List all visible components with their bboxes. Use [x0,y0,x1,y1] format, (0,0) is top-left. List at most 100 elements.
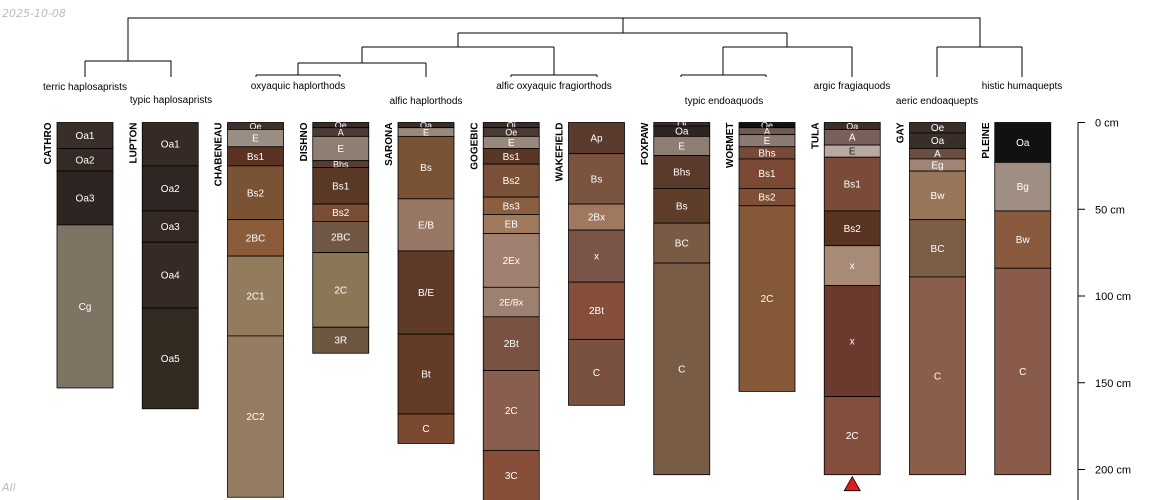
horizon-3c [482,450,540,500]
horizon-label: Bs2 [247,188,265,199]
depth-marker-triangle [843,475,861,492]
profiles: Oa1 Oa2 Oa3 Cg CATHRO Oa1 Oa2 Oa3 Oa4 Oa5 LUPTON Oe… [43,120,1052,500]
horizon-label: 2Bx [588,213,605,224]
profile-tula: Oa AE Bs1 Bs2 x x 2C TULA [810,121,881,492]
profile-name: GAY [896,122,907,143]
date-stamp: 2025-10-08 [2,7,66,20]
horizon-label: 2C [846,431,859,442]
horizon-label: Oa3 [76,193,95,204]
horizon-label: C [593,368,600,379]
corner-label: All [2,481,16,494]
profile-lupton: Oa1 Oa2 Oa3 Oa4 Oa5 LUPTON [128,122,199,410]
profile-name: FOXPAW [640,122,651,165]
horizon-label: Oe [505,128,517,138]
horizon-2bx [568,203,625,231]
horizon-label: A [849,133,856,144]
depth-axis: 0 cm 50 cm 100 cm 150 cm 200 cm [1077,118,1131,500]
horizon-label: Bs [420,163,432,174]
taxon-label: argic fragiaquods [814,81,891,92]
horizon-oa3 [141,210,199,243]
horizon-label: E [252,134,259,145]
horizon-oa4 [141,241,199,309]
horizon-label: Bs2 [844,224,862,235]
horizon-bc [909,219,966,278]
horizon-label: 2BC [331,233,350,244]
profile-name: WAKEFIELD [555,123,566,182]
horizon-label: Bt [421,370,431,381]
horizon-label: Oe [249,121,261,131]
dendro-branch [457,32,788,47]
horizon-2c [312,252,370,328]
horizon-label: BC [675,239,689,250]
profile-sarona: OaE Bs E/B B/E Bt C SARONA [384,121,455,444]
depth-tick-label: 0 cm [1095,118,1119,130]
dendro-branch [680,74,767,77]
dendro-branch [84,60,172,77]
dendro-branch [510,74,598,77]
profile-cathro: Oa1 Oa2 Oa3 Cg CATHRO [43,122,114,389]
horizon-label: Bs2 [332,208,350,219]
horizon-label: A [764,127,770,137]
taxon-label: alfic haplorthods [390,96,463,107]
depth-tick-label: 100 cm [1095,291,1131,303]
horizon-label: Eg [931,161,943,172]
horizon-e [312,135,370,162]
horizon-label: Oa2 [161,184,180,195]
horizon-label: 2C [505,406,518,417]
horizon-bc [653,222,711,264]
horizon-bw [909,170,966,221]
horizon-label: 3C [505,471,518,482]
horizon-label: x [594,252,599,263]
horizon-x [823,285,881,398]
horizon-label: Bg [1017,182,1029,193]
horizon-oa1 [141,122,199,167]
horizon-oa2 [141,165,199,212]
horizon-bs [397,135,455,200]
horizon-label: EB [505,219,519,230]
profile-name: TULA [810,123,821,150]
taxa-labels: terric haplosaprists typic haplosaprists… [43,81,1062,107]
dendro-branch [127,17,624,61]
horizon-label: E [508,138,515,149]
horizon-label: Ap [590,134,603,145]
horizon-label: 2Bt [504,339,519,350]
taxon-label: oxyaquic haplorthods [251,81,346,92]
profile-pleine: Oa Bg Bw C PLEINE [981,122,1052,476]
taxon-label: terric haplosaprists [43,82,127,93]
horizon-label: Cg [79,302,92,313]
horizon-label: B/E [418,288,434,299]
dendro-branch [297,62,427,77]
horizon-label: E [423,128,429,138]
horizon-label: Bs2 [503,176,521,187]
horizon-bs1 [312,167,370,205]
horizon-label: 2C1 [246,292,265,303]
horizon-label: Oa [1016,138,1030,149]
horizon-x [823,245,881,286]
dendro-branch [722,46,853,77]
horizon-label: Bs [591,174,603,185]
horizon-b-e [397,250,455,335]
horizon-label: x [850,337,855,348]
horizon-label: Bs1 [844,180,862,191]
taxon-label: alfic oxyaquic fragiorthods [496,81,612,92]
horizon-label: 2Ex [503,256,520,267]
horizon-label: Oi [677,120,686,130]
horizon-2e-bx [482,286,540,318]
horizon-label: E [764,136,771,147]
horizon-label: Oa1 [161,140,180,151]
horizon-label: 2C [334,285,347,296]
horizon-2c2 [227,335,284,498]
horizon-label: Bs1 [758,169,776,180]
horizon-label: 2C2 [246,412,265,423]
horizon-label: A [338,128,344,138]
horizon-2ex [482,233,540,288]
horizon-label: Oa [420,121,432,131]
dendro-branch [361,46,555,75]
dendrogram [84,17,1023,77]
profile-name: CATHRO [43,122,54,164]
horizon-label: Oa3 [161,222,180,233]
